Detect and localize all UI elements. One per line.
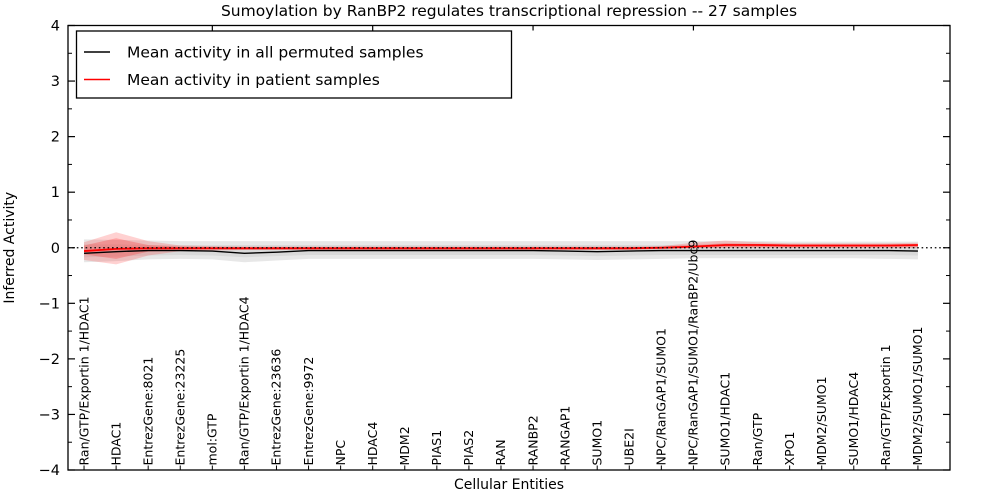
y-tick-label: 1 bbox=[51, 185, 60, 201]
y-tick-label: −2 bbox=[39, 352, 60, 368]
legend-label: Mean activity in all permuted samples bbox=[127, 44, 424, 62]
y-tick-label: 0 bbox=[51, 241, 60, 257]
chart-title: Sumoylation by RanBP2 regulates transcri… bbox=[221, 2, 797, 20]
x-category-label: EntrezGene:9972 bbox=[301, 357, 316, 466]
y-tick-label: −4 bbox=[39, 463, 60, 479]
x-category-label: Ran/GTP/Exportin 1/HDAC4 bbox=[237, 296, 252, 465]
x-category-label: HDAC4 bbox=[365, 422, 380, 466]
x-category-label: PIAS2 bbox=[461, 430, 476, 466]
x-category-label: RAN bbox=[493, 439, 508, 465]
x-category-label: HDAC1 bbox=[108, 422, 123, 466]
x-category-label: MDM2/SUMO1/SUMO1 bbox=[910, 327, 925, 466]
x-category-label: SUMO1/HDAC4 bbox=[846, 372, 861, 466]
x-category-label: mol:GTP bbox=[205, 413, 220, 465]
x-category-label: RANGAP1 bbox=[557, 406, 572, 466]
x-category-label: XPO1 bbox=[782, 432, 797, 466]
x-category-label: NPC bbox=[333, 440, 348, 466]
x-category-label: SUMO1/HDAC1 bbox=[718, 372, 733, 466]
y-axis-label: Inferred Activity bbox=[2, 192, 18, 304]
x-category-label: Ran/GTP/Exportin 1 bbox=[878, 344, 893, 465]
x-category-label: EntrezGene:8021 bbox=[140, 357, 155, 466]
x-category-label: EntrezGene:23225 bbox=[173, 349, 188, 466]
x-category-label: UBE2I bbox=[622, 428, 637, 465]
x-category-label: NPC/RanGAP1/SUMO1/RanBP2/Ubc9 bbox=[686, 240, 701, 466]
y-tick-label: −3 bbox=[39, 407, 60, 423]
x-category-label: SUMO1 bbox=[589, 420, 604, 466]
legend-box bbox=[75, 30, 513, 99]
permuted-mean-line bbox=[84, 249, 918, 255]
x-category-label: Ran/GTP bbox=[750, 412, 765, 465]
x-category-label: Ran/GTP/Exportin 1/HDAC1 bbox=[76, 296, 91, 465]
x-category-label: MDM2/SUMO1 bbox=[814, 376, 829, 465]
x-category-label: PIAS1 bbox=[429, 430, 444, 466]
y-tick-label: 4 bbox=[51, 19, 60, 35]
x-category-label: RANBP2 bbox=[525, 415, 540, 465]
y-tick-label: 2 bbox=[51, 130, 60, 146]
x-category-label: NPC/RanGAP1/SUMO1 bbox=[654, 328, 669, 465]
x-category-label: MDM2 bbox=[397, 426, 412, 465]
y-tick-label: −1 bbox=[39, 296, 60, 312]
x-category-label: EntrezGene:23636 bbox=[269, 349, 284, 466]
y-tick-label: 3 bbox=[51, 74, 60, 90]
x-axis-label: Cellular Entities bbox=[454, 477, 564, 493]
legend-label: Mean activity in patient samples bbox=[127, 71, 380, 89]
